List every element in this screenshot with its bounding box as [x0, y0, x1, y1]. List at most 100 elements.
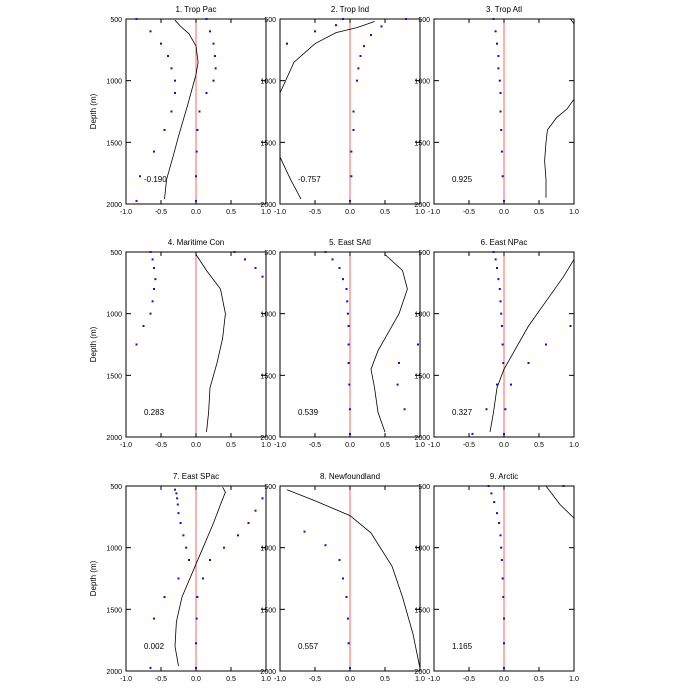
x-tick-label: 0.5: [380, 442, 390, 449]
data-point: [501, 577, 504, 580]
x-tick-label: -1.0: [274, 676, 286, 683]
y-tick-label: 1500: [260, 607, 276, 614]
panel-annotation: 0.925: [452, 175, 473, 184]
data-point: [177, 512, 180, 515]
y-tick-label: 500: [110, 484, 122, 491]
data-point: [503, 432, 505, 435]
data-point: [324, 251, 327, 253]
data-point: [303, 530, 306, 533]
panel-title: 9. Arctic: [490, 472, 518, 481]
y-tick-label: 2000: [106, 669, 122, 676]
data-point: [503, 642, 505, 645]
data-point: [503, 199, 505, 202]
panel-1: 1. Trop Pac -1.0 -0.5 0.0 0.5 1.0 500 1000 1500 2…: [89, 5, 271, 216]
y-tick-label: 500: [418, 250, 430, 257]
y-tick-label: 500: [264, 484, 276, 491]
x-tick-label: 1.0: [261, 676, 271, 683]
data-point: [139, 175, 141, 178]
data-point: [345, 596, 348, 598]
correlation-curve: [286, 489, 421, 669]
data-point: [175, 492, 178, 495]
data-point: [500, 150, 503, 153]
data-point: [176, 497, 179, 500]
data-point: [496, 512, 498, 515]
data-point: [349, 199, 351, 202]
data-point: [254, 267, 257, 270]
correlation-curve: [370, 254, 408, 433]
panel-title: 2. Trop Ind: [331, 5, 369, 14]
y-tick-label: 500: [110, 250, 122, 257]
panel-6: 6. East NPac -1.0 -0.5 0.0 0.5 1.0 500 1000 1500…: [414, 238, 579, 449]
x-tick-label: 1.0: [261, 209, 271, 216]
x-tick-label: -0.5: [463, 676, 475, 683]
data-point: [223, 546, 225, 549]
data-point: [359, 55, 362, 57]
data-point: [502, 362, 505, 364]
data-point: [346, 312, 349, 315]
data-point: [503, 617, 505, 620]
x-tick-label: -0.5: [309, 209, 321, 216]
data-point: [416, 343, 419, 346]
y-tick-label: 1000: [414, 546, 430, 553]
data-point: [160, 42, 162, 45]
data-point: [170, 110, 173, 113]
data-point: [498, 79, 501, 82]
data-point: [471, 432, 474, 435]
x-tick-label: 0.0: [345, 676, 355, 683]
x-tick-label: -0.5: [155, 209, 167, 216]
y-tick-label: 1000: [260, 546, 276, 553]
x-tick-label: 0.0: [345, 442, 355, 449]
y-tick-label: 1000: [106, 312, 122, 319]
panel-annotation: 0.283: [144, 408, 165, 417]
data-point: [396, 383, 399, 386]
data-point: [497, 278, 500, 281]
data-point: [135, 343, 138, 346]
data-point: [398, 362, 400, 364]
data-point: [286, 42, 288, 45]
data-point: [142, 325, 145, 327]
x-tick-label: -1.0: [428, 676, 440, 683]
data-point: [195, 199, 197, 202]
x-tick-label: 0.0: [345, 209, 355, 216]
y-tick-label: 1500: [106, 140, 122, 147]
data-point: [493, 501, 496, 504]
data-point: [497, 67, 500, 70]
y-tick-label: 2000: [260, 435, 276, 442]
data-point: [177, 577, 180, 580]
x-tick-label: 0.0: [191, 209, 201, 216]
data-point: [261, 497, 264, 500]
data-point: [498, 522, 501, 524]
y-tick-label: 1000: [414, 79, 430, 86]
data-point: [502, 596, 505, 598]
data-point: [213, 55, 216, 57]
data-point: [494, 30, 497, 33]
data-point: [174, 92, 176, 94]
data-point: [195, 666, 197, 669]
data-point: [500, 129, 503, 131]
data-point: [254, 509, 257, 512]
panel-7: 7. East SPac -1.0 -0.5 0.0 0.5 1.0 500 1000 1500…: [89, 472, 271, 683]
data-point: [209, 30, 211, 33]
y-tick-label: 500: [418, 484, 430, 491]
y-tick-label: 1500: [414, 607, 430, 614]
y-tick-label: 1500: [106, 607, 122, 614]
x-tick-label: -0.5: [463, 442, 475, 449]
x-tick-label: 0.5: [534, 209, 544, 216]
x-tick-label: 1.0: [415, 442, 425, 449]
data-point: [380, 25, 383, 28]
y-axis-label: Depth (m): [89, 560, 98, 596]
x-tick-label: 0.0: [191, 442, 201, 449]
data-point: [338, 559, 341, 561]
data-point: [345, 288, 348, 290]
data-point: [261, 275, 264, 278]
panel-annotation: 0.539: [298, 408, 319, 417]
data-point: [163, 129, 166, 131]
correlation-curve: [164, 19, 199, 200]
data-point: [135, 18, 138, 20]
data-point: [545, 343, 547, 346]
correlation-curve-secondary: [570, 18, 575, 25]
data-point: [350, 175, 353, 178]
x-tick-label: 0.5: [534, 676, 544, 683]
x-tick-label: 1.0: [261, 442, 271, 449]
y-tick-label: 1500: [414, 373, 430, 380]
